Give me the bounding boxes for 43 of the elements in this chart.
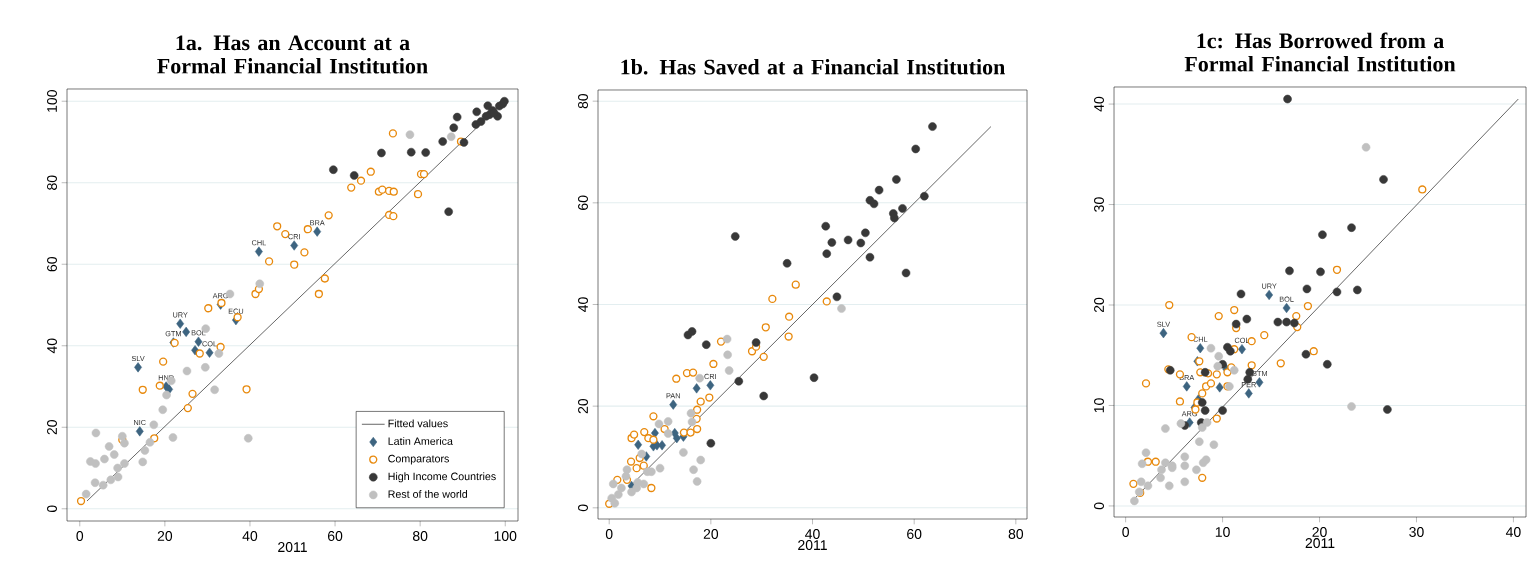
y-tick-label: 80 xyxy=(578,93,588,109)
legend-label: High Income Countries xyxy=(388,472,496,483)
chart-title: 1a. Has an Account at a Formal Financial Institution xyxy=(157,35,428,74)
x-tick-label: 60 xyxy=(907,529,922,539)
x-tick-label: 80 xyxy=(412,531,428,541)
x-tick-label: 30 xyxy=(1409,527,1424,537)
x-tick-label: 80 xyxy=(1008,529,1024,539)
y-tick-label: 80 xyxy=(47,175,57,190)
legend-label: Fitted values xyxy=(388,419,448,428)
legend-label: Rest of the world xyxy=(388,490,468,498)
y-tick-label: 0 xyxy=(578,504,588,512)
x-tick-label: 20 xyxy=(703,529,719,539)
y-tick-label: 0 xyxy=(1094,502,1104,510)
legend-label: Comparators xyxy=(388,454,449,465)
x-tick-label: 0 xyxy=(605,529,613,539)
x-axis-title: 2011 xyxy=(798,540,827,551)
x-tick-label: 10 xyxy=(1215,527,1230,537)
y-tick-label: 100 xyxy=(47,90,57,112)
y-tick-label: 60 xyxy=(47,257,57,272)
y-tick-label: 20 xyxy=(47,420,57,435)
y-tick-label: 40 xyxy=(47,338,57,354)
x-tick-label: 100 xyxy=(494,531,517,541)
y-tick-label: 60 xyxy=(578,195,588,210)
x-tick-label: 40 xyxy=(805,529,820,539)
y-tick-label: 40 xyxy=(578,297,588,312)
y-tick-label: 0 xyxy=(47,505,57,513)
x-tick-label: 40 xyxy=(242,531,258,541)
x-tick-label: 60 xyxy=(327,531,343,541)
x-tick-label: 40 xyxy=(1505,527,1521,537)
x-tick-label: 0 xyxy=(76,531,84,541)
y-tick-label: 30 xyxy=(1094,197,1104,212)
chart-title: 1c: Has Borrowed from a Formal Financial Institution xyxy=(1184,32,1456,72)
legend-label: Latin America xyxy=(388,437,453,445)
x-tick-label: 20 xyxy=(157,531,173,541)
x-axis-title: 2011 xyxy=(1305,538,1335,549)
chart-title: 1b. Has Saved at a Financial Institution xyxy=(621,59,1005,75)
y-tick-label: 40 xyxy=(1094,96,1104,112)
y-tick-label: 10 xyxy=(1094,398,1104,413)
x-tick-label: 0 xyxy=(1122,527,1129,537)
x-axis-title: 2011 xyxy=(278,542,307,553)
y-tick-label: 20 xyxy=(1094,297,1104,313)
y-tick-label: 20 xyxy=(578,398,588,414)
x-tick-label: 20 xyxy=(1312,527,1327,537)
